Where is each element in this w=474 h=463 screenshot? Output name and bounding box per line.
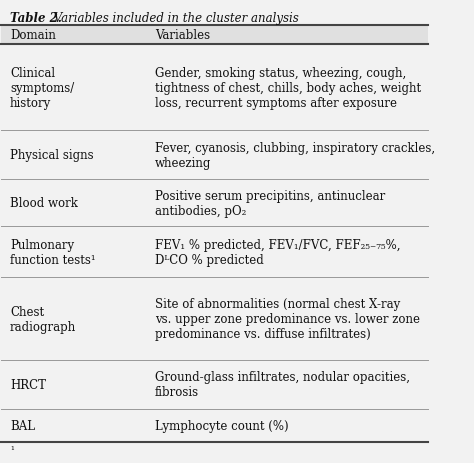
Text: Lymphocyte count (%): Lymphocyte count (%) [155, 419, 289, 432]
Text: FEV₁ % predicted, FEV₁/FVC, FEF₂₅₋₇₅%,
DᴸCO % predicted: FEV₁ % predicted, FEV₁/FVC, FEF₂₅₋₇₅%, D… [155, 238, 401, 266]
Text: Table 2.: Table 2. [10, 13, 62, 25]
Text: BAL: BAL [10, 419, 35, 432]
Text: Domain: Domain [10, 29, 56, 42]
Text: Fever, cyanosis, clubbing, inspiratory crackles,
wheezing: Fever, cyanosis, clubbing, inspiratory c… [155, 142, 435, 169]
Text: Clinical
symptoms/
history: Clinical symptoms/ history [10, 67, 74, 110]
Text: Pulmonary
function tests¹: Pulmonary function tests¹ [10, 238, 96, 266]
Text: Physical signs: Physical signs [10, 149, 93, 162]
FancyBboxPatch shape [1, 26, 428, 45]
Text: Gender, smoking status, wheezing, cough,
tightness of chest, chills, body aches,: Gender, smoking status, wheezing, cough,… [155, 67, 421, 110]
Text: Site of abnormalities (normal chest X-ray
vs. upper zone predominance vs. lower : Site of abnormalities (normal chest X-ra… [155, 298, 420, 340]
Text: Variables: Variables [155, 29, 210, 42]
Text: Chest
radiograph: Chest radiograph [10, 305, 76, 333]
Text: Ground-glass infiltrates, nodular opacities,
fibrosis: Ground-glass infiltrates, nodular opacit… [155, 370, 410, 399]
Text: Variables included in the cluster analysis: Variables included in the cluster analys… [50, 13, 299, 25]
Text: HRCT: HRCT [10, 378, 46, 391]
Text: Blood work: Blood work [10, 197, 78, 210]
Text: ¹: ¹ [10, 444, 14, 454]
Text: Positive serum precipitins, antinuclear
antibodies, pO₂: Positive serum precipitins, antinuclear … [155, 189, 385, 218]
